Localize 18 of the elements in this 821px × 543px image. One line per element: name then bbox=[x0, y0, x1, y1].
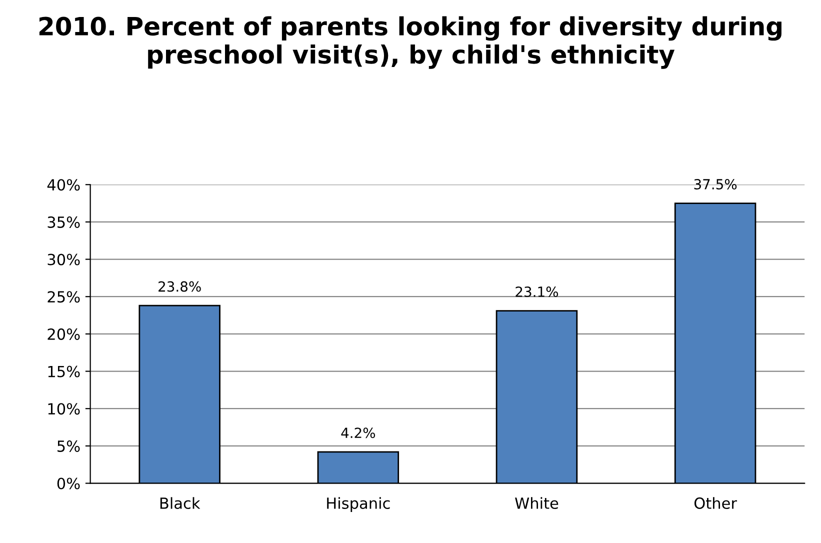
data-label: 4.2% bbox=[341, 428, 376, 438]
y-tick-label: 20% bbox=[48, 328, 80, 340]
data-label: 23.1% bbox=[516, 286, 558, 297]
y-tick-label: 5% bbox=[58, 440, 80, 452]
y-tick-label: 40% bbox=[47, 179, 80, 191]
y-tick-label: 0% bbox=[57, 478, 80, 490]
y-tick-label: 25% bbox=[48, 291, 80, 303]
y-tick-label: 30% bbox=[48, 254, 80, 266]
y-tick-label: 35% bbox=[48, 216, 80, 228]
data-label: 37.5% bbox=[694, 178, 737, 190]
x-tick-label: Other bbox=[694, 497, 737, 509]
x-tick-label: White bbox=[515, 497, 558, 509]
x-tick-label: Hispanic bbox=[327, 497, 390, 512]
data-label: 23.8% bbox=[158, 281, 201, 292]
x-tick-label: Black bbox=[160, 497, 200, 509]
y-tick-label: 15% bbox=[48, 366, 80, 378]
chart-title: 2010. Percent of parents looking for diversity during preschool visit(s), by child's ethnicity bbox=[39, 16, 782, 69]
y-tick-label: 10% bbox=[48, 403, 80, 415]
